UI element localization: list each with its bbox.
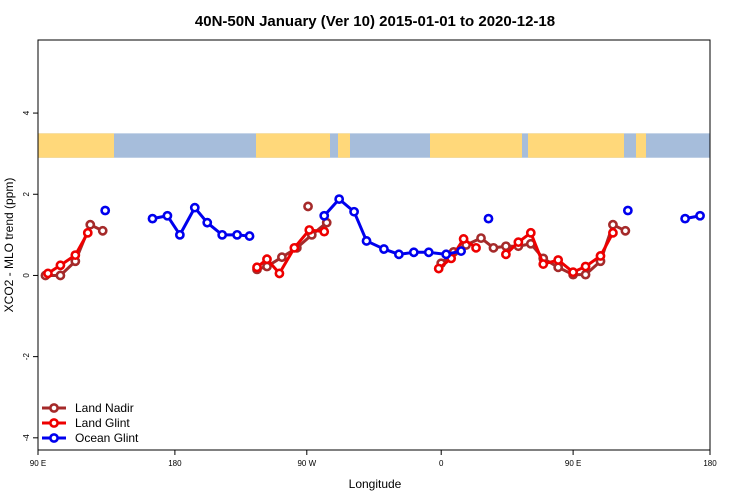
data-point (379, 244, 389, 254)
data-point (456, 246, 467, 256)
data-point (85, 219, 96, 230)
data-point (553, 255, 564, 265)
data-point (620, 225, 631, 236)
data-point (433, 263, 444, 274)
land-mass (38, 133, 114, 158)
data-point (55, 260, 66, 271)
y-axis: -4 -2 0 2 4 (22, 110, 38, 441)
legend-item: Ocean Glint (42, 431, 139, 445)
world-map-band (38, 133, 710, 158)
data-point (319, 210, 330, 221)
data-point (304, 225, 315, 235)
data-point (82, 227, 93, 238)
y-axis-label: XCO2 - MLO trend (ppm) (2, 178, 16, 313)
series-line (47, 232, 90, 275)
y-tick-label: 2 (22, 191, 31, 196)
land-mass (528, 133, 624, 158)
data-point (513, 237, 524, 248)
data-point (217, 229, 228, 240)
x-axis-label: Longitude (349, 477, 402, 491)
chart-title: 40N-50N January (Ver 10) 2015-01-01 to 2… (195, 13, 555, 30)
data-point (100, 205, 111, 216)
data-point (525, 227, 536, 238)
legend-item: Land Nadir (42, 401, 134, 415)
data-point (232, 229, 243, 240)
data-point (423, 247, 434, 258)
data-point (289, 242, 300, 253)
data-point (458, 234, 469, 244)
series-ocean-glint (100, 194, 705, 260)
data-point (162, 210, 173, 221)
x-tick-label: 180 (703, 459, 717, 468)
data-point (55, 270, 66, 281)
data-point (274, 268, 285, 279)
x-tick-label: 90 E (565, 459, 581, 468)
data-point (361, 236, 372, 246)
data-point (262, 254, 272, 265)
data-point (97, 225, 108, 236)
data-point (408, 247, 419, 258)
data-point (695, 210, 705, 221)
x-axis: 90 E 180 90 W 0 90 E 180 (30, 450, 717, 468)
legend-swatch-marker (49, 403, 59, 413)
data-point (319, 226, 330, 237)
data-point (608, 227, 618, 238)
legend-label: Land Nadir (75, 401, 134, 415)
data-point (43, 268, 53, 279)
data-point (393, 249, 404, 260)
data-point (568, 267, 579, 278)
data-point (488, 242, 499, 253)
data-point (277, 252, 287, 263)
x-tick-label: 0 (439, 459, 444, 468)
series-layer (40, 194, 705, 281)
x-tick-label: 90 E (30, 459, 46, 468)
data-point (595, 251, 606, 261)
y-tick-label: -2 (22, 353, 31, 361)
data-point (622, 205, 633, 216)
data-point (202, 217, 213, 228)
data-point (334, 194, 345, 205)
data-point (349, 206, 359, 217)
data-point (174, 229, 185, 240)
data-point (483, 213, 494, 224)
series-line (323, 197, 462, 256)
legend-label: Ocean Glint (75, 431, 139, 445)
legend-label: Land Glint (75, 416, 130, 430)
data-point (580, 261, 591, 272)
data-point (501, 249, 511, 260)
data-point (538, 259, 549, 269)
data-point (580, 269, 591, 280)
data-point (471, 242, 481, 253)
data-point (70, 250, 81, 261)
data-point (680, 213, 691, 224)
data-point (252, 262, 262, 273)
legend-item: Land Glint (42, 416, 130, 430)
data-point (147, 213, 158, 224)
data-point (303, 201, 313, 212)
data-point (476, 233, 486, 243)
y-tick-label: 0 (22, 273, 31, 278)
plot-frame (37, 39, 711, 451)
y-tick-label: -4 (22, 434, 31, 442)
legend-swatch-marker (49, 433, 59, 443)
data-point (441, 249, 452, 260)
land-mass (338, 133, 350, 158)
x-tick-label: 180 (168, 459, 182, 468)
data-point (608, 219, 618, 230)
x-tick-label: 90 W (297, 459, 316, 468)
y-tick-label: 4 (22, 110, 31, 115)
land-mass (636, 133, 646, 158)
land-mass (430, 133, 522, 158)
data-point (244, 231, 255, 241)
land-mass (256, 133, 330, 158)
series-land-glint (43, 225, 618, 279)
legend-swatch-marker (49, 418, 59, 428)
data-point (501, 241, 511, 252)
data-point (189, 202, 200, 213)
